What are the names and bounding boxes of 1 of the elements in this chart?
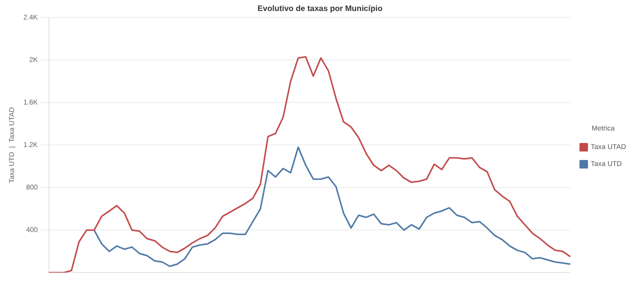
chart-title: Evolutivo de taxas por Município <box>258 4 383 14</box>
